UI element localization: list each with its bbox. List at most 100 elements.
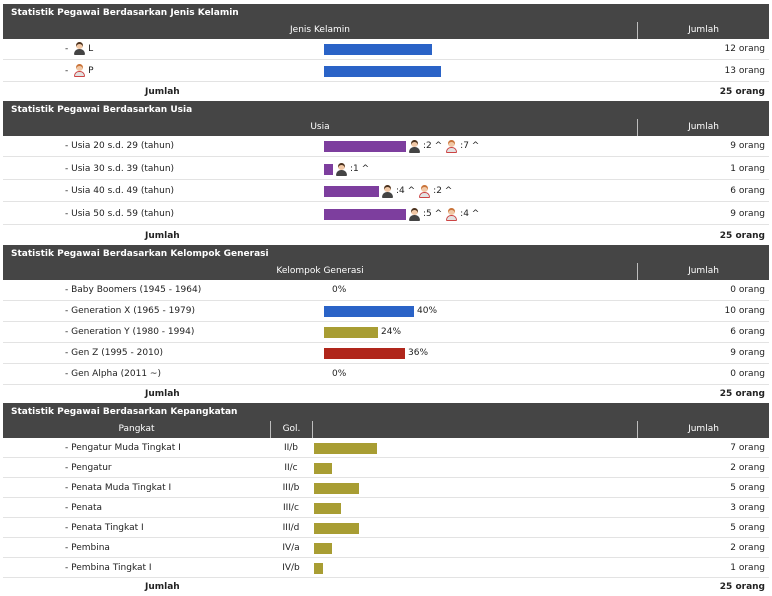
table-row: - Generation Y (1980 - 1994) 24% 6 orang xyxy=(3,322,769,343)
table-row: - Penata Tingkat I III/d 5 orang xyxy=(3,518,769,538)
table-row: - Pengatur II/c 2 orang xyxy=(3,458,769,478)
bar xyxy=(324,306,414,317)
row-label: - Pengatur xyxy=(65,463,112,473)
male-count: :2 ^ xyxy=(423,141,443,151)
bar-container xyxy=(314,458,332,478)
bar-container xyxy=(314,498,341,518)
rank-gol: IV/a xyxy=(282,543,300,553)
table-row: - Usia 40 s.d. 49 (tahun) :4 ^ :2 ^ 6 orang xyxy=(3,181,769,202)
row-label: - Pembina xyxy=(65,543,110,553)
bar xyxy=(324,208,406,220)
bar xyxy=(314,522,359,534)
row-amount: 6 orang xyxy=(730,186,765,196)
row-amount: 1 orang xyxy=(730,163,765,174)
bar-container: 0% xyxy=(329,364,346,385)
male-icon xyxy=(73,42,86,55)
female-icon xyxy=(445,207,458,221)
total-value: 25 orang xyxy=(719,87,765,97)
percent-label: 36% xyxy=(408,348,429,358)
table-row: - Gen Alpha (2011 ~) 0% 0 orang xyxy=(3,364,769,385)
column-header-age: Usia xyxy=(310,122,330,132)
percent-label: 0% xyxy=(332,285,347,295)
rank-gol: II/c xyxy=(284,463,298,473)
percent-label: 40% xyxy=(417,306,438,316)
bar-container xyxy=(314,558,323,578)
row-label: - Usia 20 s.d. 29 (tahun) xyxy=(65,141,175,151)
row-label: - Penata Muda Tingkat I xyxy=(65,483,172,493)
table-row: - Pembina Tingkat I IV/b 1 orang xyxy=(3,558,769,578)
total-label: Jumlah xyxy=(145,87,180,97)
bar xyxy=(314,482,359,494)
male-count: :1 ^ xyxy=(350,163,370,174)
row-amount: 12 orang xyxy=(724,44,765,54)
bar xyxy=(314,502,341,514)
row-amount: 9 orang xyxy=(730,141,765,151)
table-header-generation: Kelompok Generasi Jumlah xyxy=(3,263,769,280)
total-row-gender: Jumlah 25 orang xyxy=(3,83,769,101)
table-header-age: Usia Jumlah xyxy=(3,119,769,136)
section-title-generation: Statistik Pegawai Berdasarkan Kelompok G… xyxy=(3,245,769,263)
row-amount: 5 orang xyxy=(730,523,765,533)
row-label: - Generation Y (1980 - 1994) xyxy=(65,327,195,337)
table-row: - Penata Muda Tingkat I III/b 5 orang xyxy=(3,478,769,498)
row-amount: 7 orang xyxy=(730,443,765,453)
row-label: - Pengatur Muda Tingkat I xyxy=(65,443,181,453)
total-value: 25 orang xyxy=(719,582,765,592)
total-label: Jumlah xyxy=(145,389,180,399)
column-header-gol: Gol. xyxy=(270,421,312,438)
male-icon xyxy=(408,140,421,153)
total-label: Jumlah xyxy=(145,582,180,592)
bar-container xyxy=(314,438,377,458)
percent-label: 0% xyxy=(332,369,347,379)
table-row: - Baby Boomers (1945 - 1964) 0% 0 orang xyxy=(3,280,769,301)
male-count: :4 ^ xyxy=(396,186,416,196)
female-icon xyxy=(445,140,458,153)
section-title-rank: Statistik Pegawai Berdasarkan Kepangkata… xyxy=(3,403,769,421)
bar-container xyxy=(324,61,441,82)
table-row: - Penata III/c 3 orang xyxy=(3,498,769,518)
bar-container xyxy=(314,538,332,558)
table-row: - Usia 30 s.d. 39 (tahun) :1 ^ 1 orang xyxy=(3,159,769,180)
column-header-bar xyxy=(312,421,637,438)
rank-gol: II/b xyxy=(283,443,299,453)
row-amount: 9 orang xyxy=(730,208,765,219)
bar-container: 40% xyxy=(324,301,437,322)
total-row-age: Jumlah 25 orang xyxy=(3,227,769,245)
bar xyxy=(314,542,332,554)
column-header-total: Jumlah xyxy=(637,421,769,438)
gender-label: P xyxy=(88,66,94,76)
female-count: :2 ^ xyxy=(433,186,453,196)
row-label: - Usia 40 s.d. 49 (tahun) xyxy=(65,186,175,196)
table-row: - Usia 20 s.d. 29 (tahun) :2 ^ :7 ^ 9 orang xyxy=(3,136,769,157)
bar xyxy=(314,462,332,474)
row-label: - Generation X (1965 - 1979) xyxy=(65,306,196,316)
row-label: - Gen Alpha (2011 ~) xyxy=(65,369,161,379)
column-header-total: Jumlah xyxy=(637,22,769,39)
bar-container xyxy=(324,39,432,60)
bar xyxy=(314,442,377,454)
female-icon xyxy=(73,64,86,77)
table-row: - L 12 orang xyxy=(3,39,769,60)
table-row: - Pembina IV/a 2 orang xyxy=(3,538,769,558)
total-value: 25 orang xyxy=(719,231,765,241)
row-label: - Usia 30 s.d. 39 (tahun) xyxy=(65,163,175,174)
female-count: :4 ^ xyxy=(460,208,480,219)
row-label: - Gen Z (1995 - 2010) xyxy=(65,348,164,358)
rank-gol: III/c xyxy=(283,503,299,513)
column-header-gender: Jenis Kelamin xyxy=(290,25,350,35)
table-row: - Usia 50 s.d. 59 (tahun):5 ^:4 ^ 9 orang xyxy=(3,204,769,225)
female-count: :7 ^ xyxy=(460,141,480,151)
column-header-total: Jumlah xyxy=(637,119,769,136)
bar xyxy=(324,163,333,175)
bar-container: :5 ^:4 ^ xyxy=(324,204,480,225)
male-icon xyxy=(381,185,394,198)
table-row: - Gen Z (1995 - 2010) 36% 9 orang xyxy=(3,343,769,364)
row-label: - L xyxy=(65,42,94,55)
bar-container: 36% xyxy=(324,343,428,364)
column-header-generation: Kelompok Generasi xyxy=(276,266,364,276)
column-header-rank: Pangkat xyxy=(118,424,155,434)
bar xyxy=(324,66,441,77)
male-icon xyxy=(408,207,421,221)
female-icon xyxy=(418,185,431,198)
gender-label: L xyxy=(88,44,94,54)
